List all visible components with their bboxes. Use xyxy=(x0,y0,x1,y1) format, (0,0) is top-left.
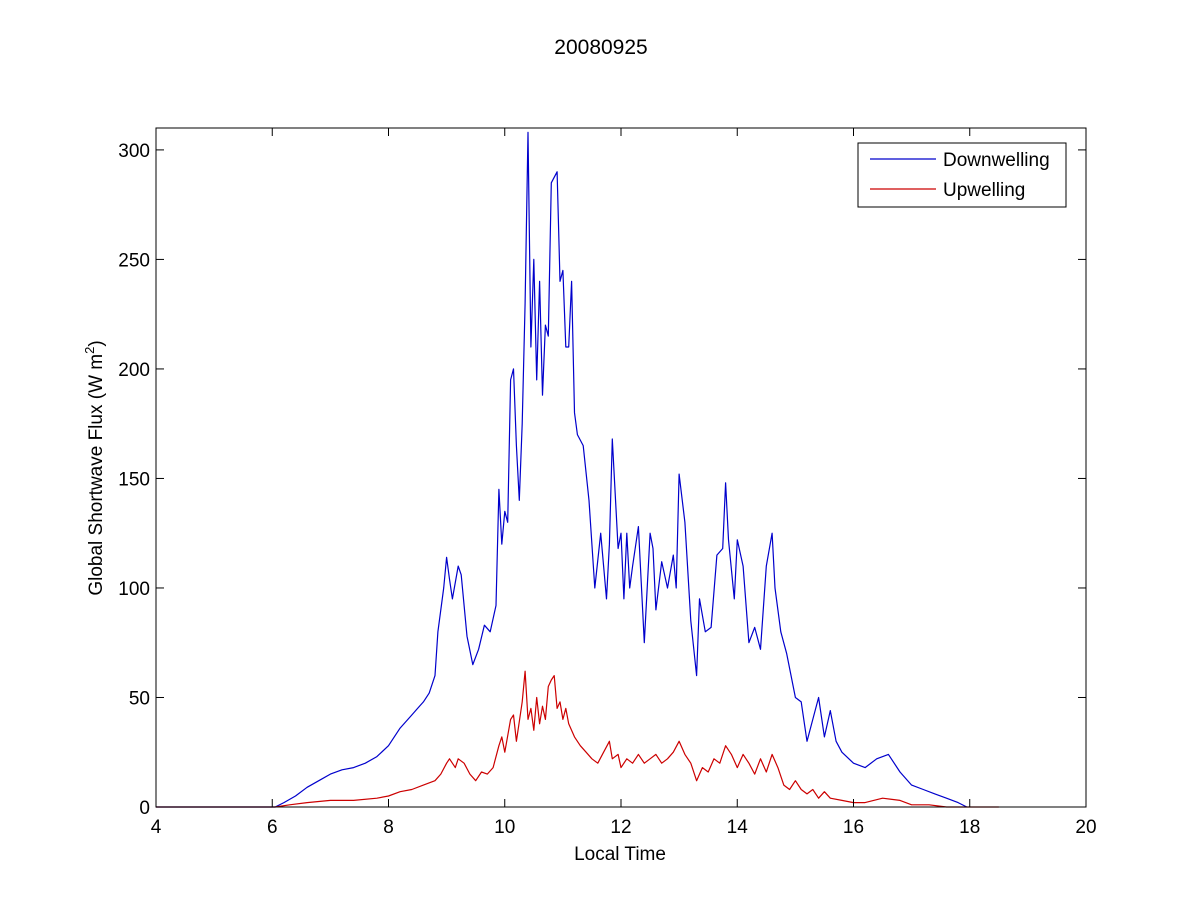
legend: Downwelling Upwelling xyxy=(857,142,1067,208)
x-tick-label: 10 xyxy=(494,817,515,838)
y-axis-label-superscript: 2 xyxy=(82,347,97,354)
x-tick-label: 20 xyxy=(1075,817,1096,838)
y-tick-label: 150 xyxy=(118,469,150,490)
series-line-upwelling xyxy=(156,670,999,808)
y-tick-label: 100 xyxy=(118,579,150,600)
y-tick-label: 200 xyxy=(118,360,150,381)
x-tick-label: 12 xyxy=(610,817,631,838)
y-tick-label: 250 xyxy=(118,250,150,271)
x-tick-label: 6 xyxy=(267,817,278,838)
chart-title: 20080925 xyxy=(554,36,647,59)
x-tick-label: 4 xyxy=(151,817,162,838)
y-axis-label-close: ) xyxy=(86,340,107,346)
legend-box xyxy=(857,142,1067,208)
y-axis-label: Global Shortwave Flux (W m2) xyxy=(82,340,107,595)
y-tick-label: 50 xyxy=(129,688,150,709)
legend-label-upwelling: Upwelling xyxy=(943,180,1025,201)
x-tick-label: 16 xyxy=(843,817,864,838)
y-tick-label: 300 xyxy=(118,141,150,162)
series-line-downwelling xyxy=(156,131,968,808)
y-axis-label-main: Global Shortwave Flux (W m xyxy=(86,354,107,596)
x-axis-label: Local Time xyxy=(574,844,666,865)
y-tick-label: 0 xyxy=(139,798,150,819)
legend-label-downwelling: Downwelling xyxy=(943,150,1050,171)
x-tick-label: 18 xyxy=(959,817,980,838)
x-tick-label: 8 xyxy=(383,817,394,838)
x-tick-label: 14 xyxy=(727,817,749,838)
